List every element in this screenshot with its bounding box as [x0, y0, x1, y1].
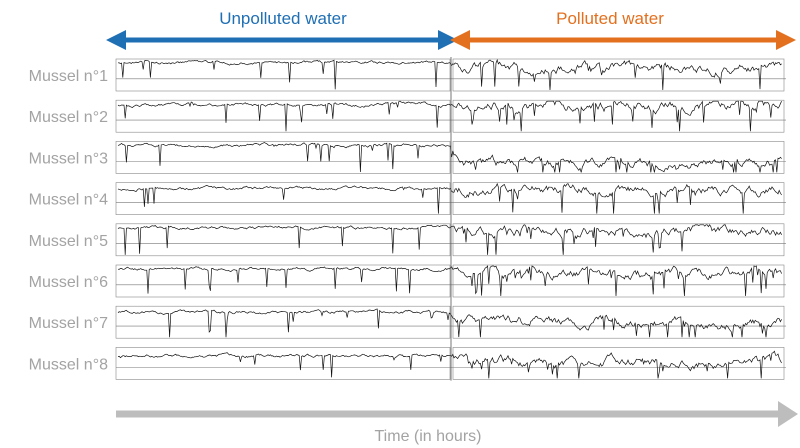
trace-box-unpolluted	[115, 141, 451, 174]
unpolluted-label: Unpolluted water	[219, 9, 347, 28]
row-label: Mussel n°1	[29, 68, 108, 85]
time-arrow-head	[778, 401, 798, 427]
row-label: Mussel n°3	[29, 150, 108, 167]
trace-box-polluted	[452, 141, 785, 174]
trace-line	[117, 350, 782, 379]
trace-box-polluted	[452, 99, 785, 133]
trace-box-unpolluted	[115, 264, 451, 298]
trace-line	[117, 182, 782, 214]
trace-line	[117, 142, 782, 173]
trace-box-unpolluted	[115, 347, 451, 380]
row-label: Mussel n°7	[29, 315, 108, 332]
trace-box-unpolluted	[115, 305, 451, 339]
traces-group: Mussel n°1 Mussel n°2 Mussel n°3 Mussel n°4…	[29, 57, 786, 381]
trace-line	[117, 224, 782, 255]
trace-box-unpolluted	[115, 99, 451, 133]
trace-line	[117, 58, 782, 91]
row-label: Mussel n°5	[29, 233, 108, 250]
row-label: Mussel n°4	[29, 192, 108, 209]
row-label: Mussel n°8	[29, 356, 108, 373]
polluted-label: Polluted water	[556, 9, 664, 28]
trace-box-unpolluted	[115, 223, 451, 257]
row-label: Mussel n°6	[29, 274, 108, 291]
trace-box-polluted	[452, 264, 785, 298]
trace-box-polluted	[452, 58, 785, 92]
trace-box-polluted	[452, 347, 785, 380]
row-label: Mussel n°2	[29, 109, 108, 126]
trace-box-polluted	[452, 223, 785, 257]
x-axis-label: Time (in hours)	[375, 428, 482, 445]
trace-box-polluted	[452, 182, 785, 215]
trace-line	[117, 100, 782, 132]
trace-box-polluted	[452, 305, 785, 339]
trace-box-unpolluted	[115, 182, 451, 215]
trace-box-unpolluted	[115, 58, 451, 92]
trace-line	[117, 265, 782, 297]
trace-line	[117, 308, 782, 338]
